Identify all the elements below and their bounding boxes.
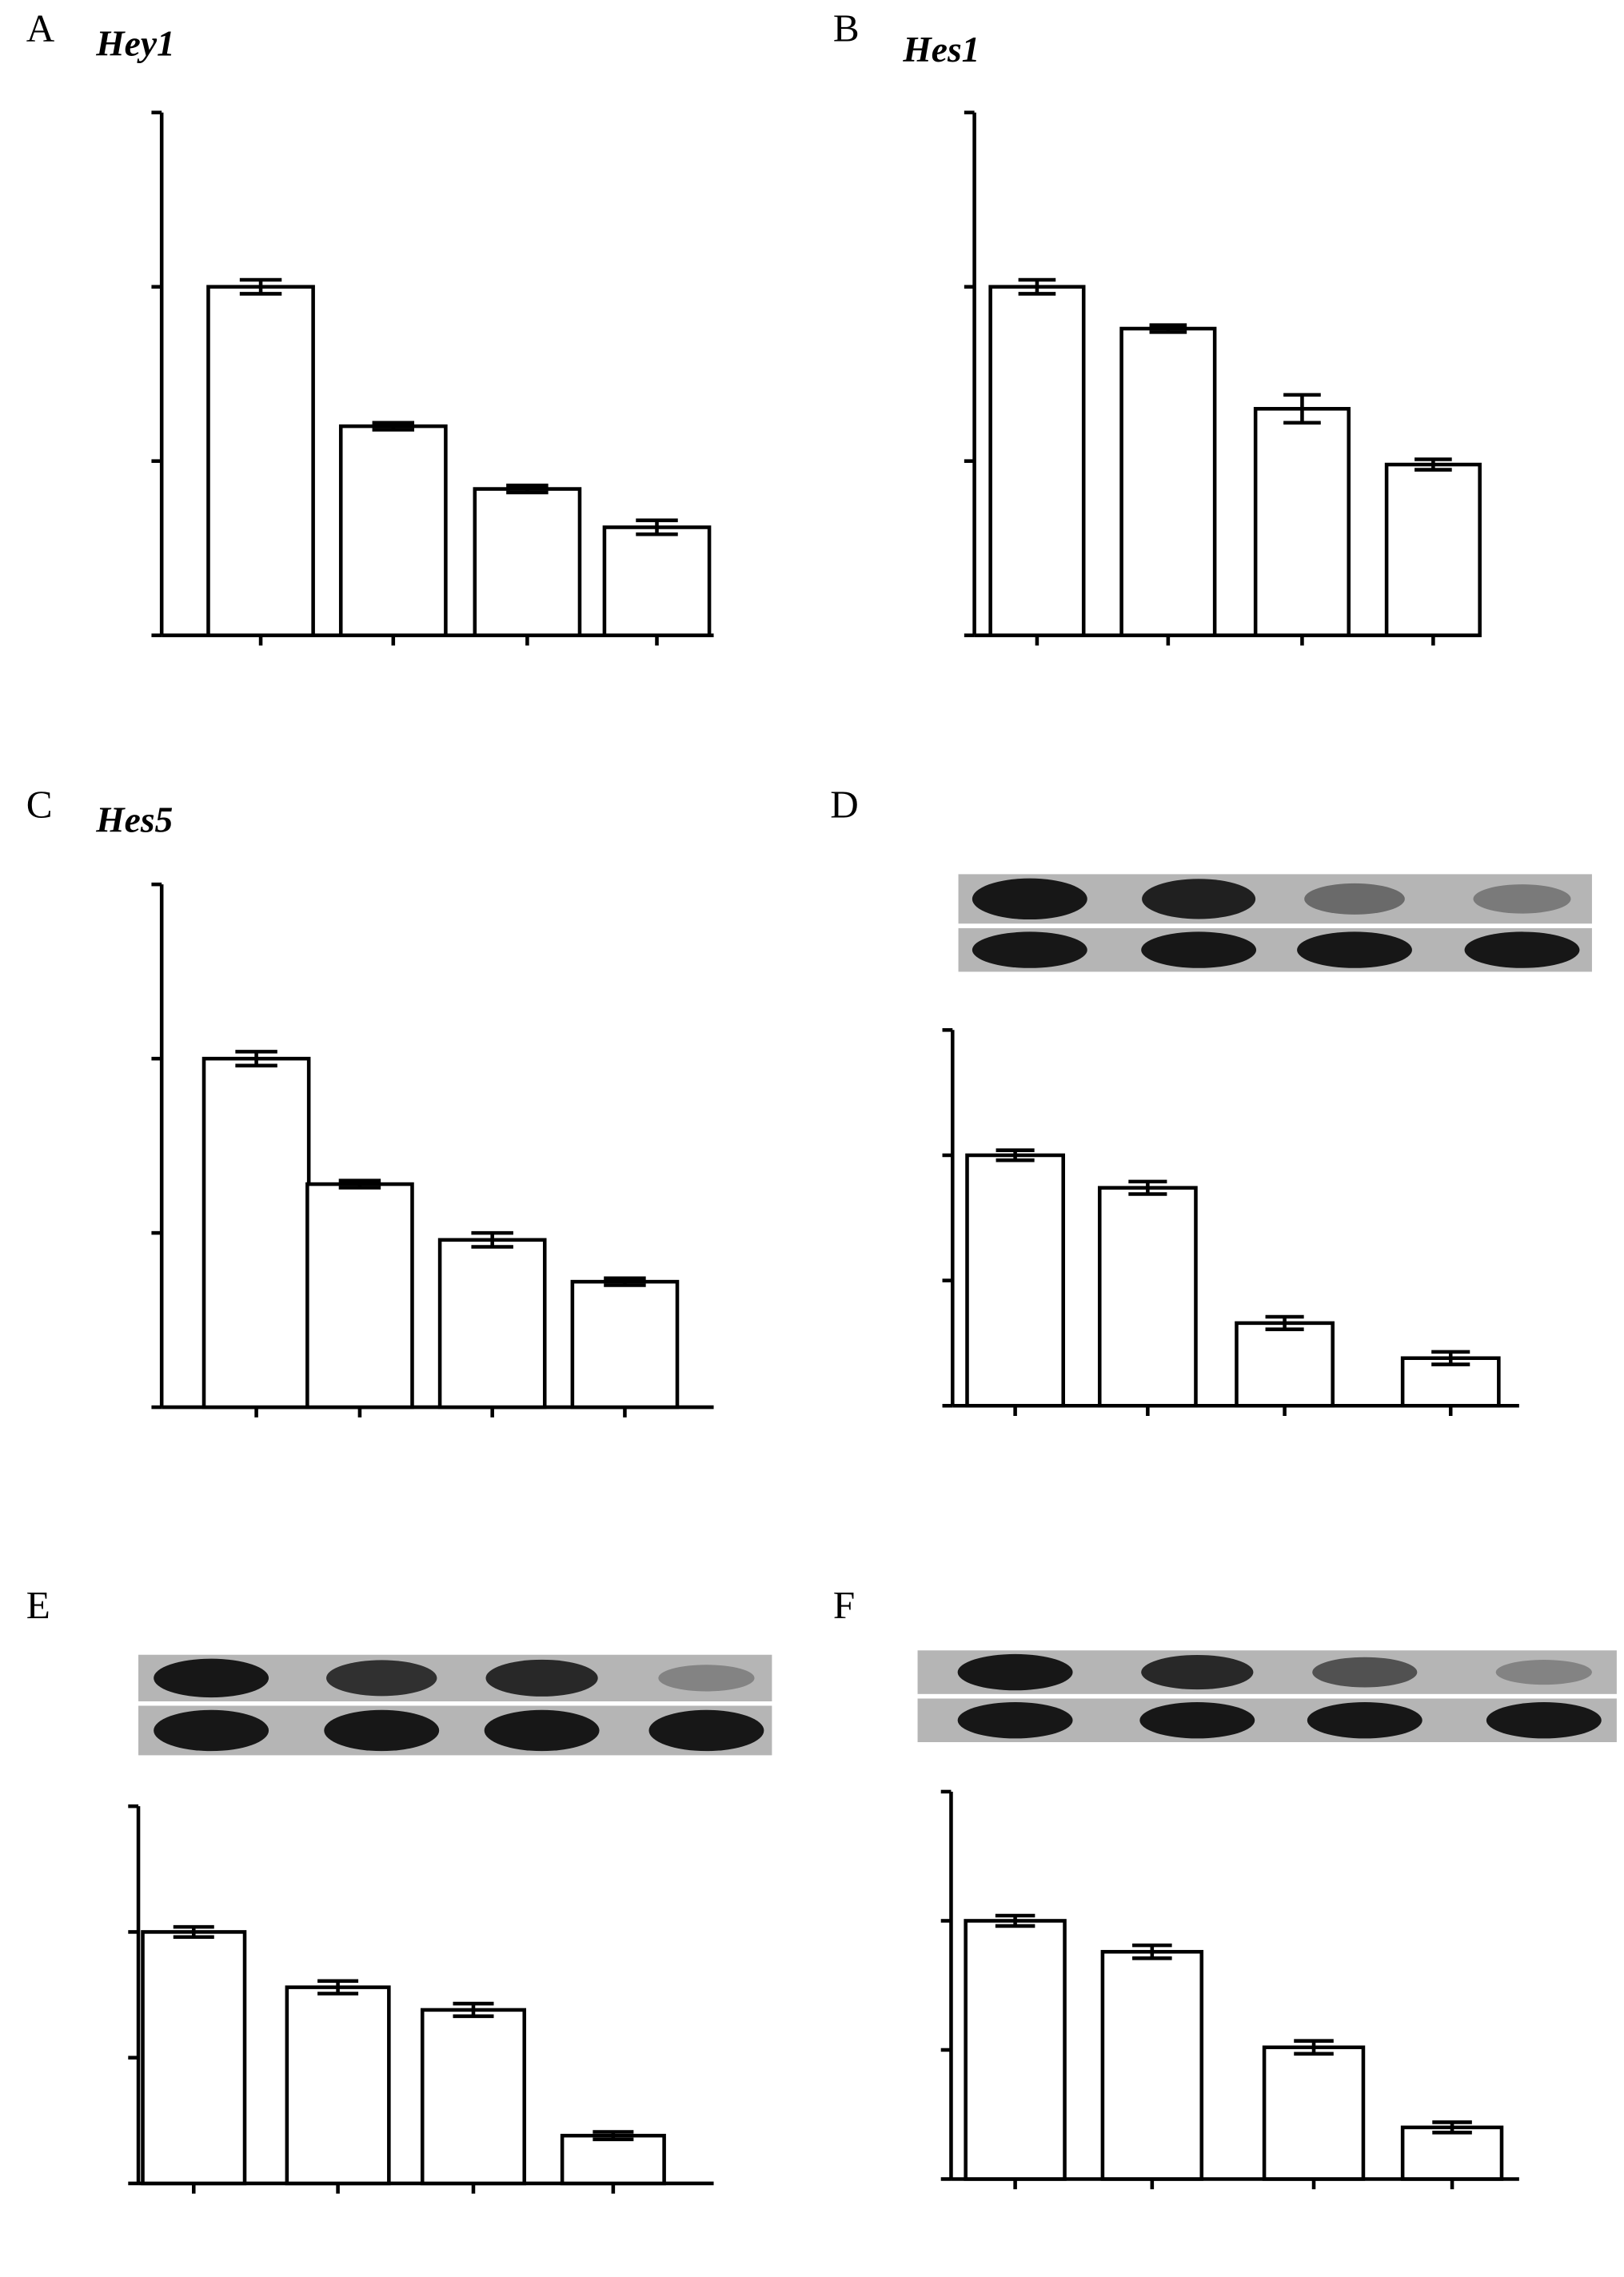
bar-0 <box>988 285 1086 637</box>
chart-panel-e <box>128 1804 714 2194</box>
blot-band <box>957 1702 1073 1739</box>
blot-band <box>1464 931 1580 968</box>
bar-1 <box>1097 1186 1198 1408</box>
bar-0 <box>202 1056 311 1410</box>
bar-0 <box>964 1919 1067 2181</box>
blot-band <box>1141 1655 1254 1690</box>
panel-letter-e: E <box>26 1583 50 1627</box>
bar-4 <box>602 525 712 637</box>
bar-1 <box>285 1985 391 2186</box>
blot-band <box>972 878 1087 920</box>
panel-title-c: Hes5 <box>95 800 173 840</box>
bar-1 <box>1100 1949 1204 2181</box>
bar-0 <box>965 1153 1065 1408</box>
panel-title-b: Hes1 <box>902 29 980 70</box>
blot-band <box>1141 931 1257 968</box>
blot-band <box>326 1660 437 1697</box>
bar-4 <box>570 1279 680 1410</box>
blot-band <box>1304 883 1405 915</box>
western-blot-d <box>958 874 1592 972</box>
chart-panel-f <box>940 1789 1519 2190</box>
blot-band <box>324 1709 440 1752</box>
blot-band <box>154 1709 269 1752</box>
bar-2 <box>1235 1321 1335 1408</box>
panel-letter-a: A <box>26 6 55 50</box>
blot-band <box>1495 1660 1592 1685</box>
western-blot-e <box>138 1654 772 1756</box>
blot-band <box>485 1659 598 1697</box>
bar-0 <box>141 1930 247 2186</box>
chart-panel-a <box>151 110 714 646</box>
bar-1 <box>1119 326 1217 637</box>
chart-panel-d <box>942 1028 1519 1417</box>
bar-4 <box>1384 462 1482 637</box>
blot-band <box>1142 879 1256 919</box>
bar-0 <box>206 285 315 637</box>
panel-title-a: Hey1 <box>95 23 175 64</box>
bar-4 <box>560 2133 666 2186</box>
chart-panel-b <box>964 110 1482 646</box>
panel-letter-f: F <box>833 1583 855 1627</box>
blot-band <box>154 1658 269 1698</box>
chart-panel-c <box>151 882 714 1418</box>
blot-band <box>972 931 1087 968</box>
blot-band <box>648 1709 764 1752</box>
blot-band <box>957 1653 1073 1691</box>
blot-band <box>1312 1657 1418 1688</box>
blot-band <box>1139 1702 1255 1739</box>
bar-1 <box>338 424 448 637</box>
panel-letter-c: C <box>26 782 53 826</box>
bar-2 <box>1253 407 1351 637</box>
blot-band <box>1297 931 1412 968</box>
bar-2 <box>473 487 582 637</box>
bar-1 <box>305 1182 414 1410</box>
blot-band <box>1486 1702 1602 1739</box>
panel-letter-b: B <box>833 6 860 50</box>
bar-2 <box>1262 2045 1366 2181</box>
blot-band <box>1307 1702 1422 1739</box>
panel-letter-d: D <box>830 782 859 826</box>
bar-4 <box>1400 2125 1504 2181</box>
bar-2 <box>437 1238 547 1410</box>
bar-2 <box>420 2008 527 2186</box>
western-blot-f <box>917 1650 1617 1743</box>
blot-band <box>1473 884 1571 914</box>
blot-band <box>658 1665 755 1692</box>
blot-band <box>484 1709 600 1752</box>
